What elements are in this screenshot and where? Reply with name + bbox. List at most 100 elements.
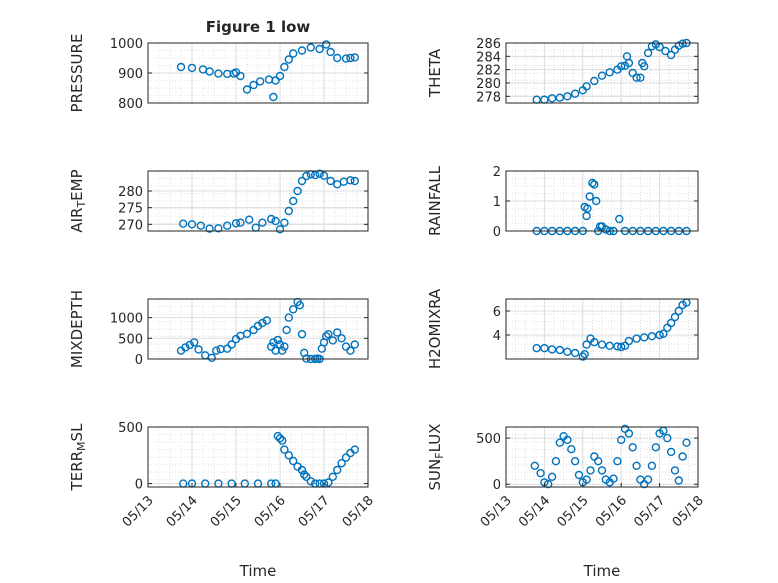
rainfall-ylabel: RAINFALL bbox=[426, 165, 444, 236]
pressure-point bbox=[297, 46, 307, 55]
rainfall-point bbox=[592, 196, 601, 206]
mixdepth-point bbox=[280, 342, 289, 351]
pressure-ytick-label: 800 bbox=[118, 97, 143, 112]
pressure-point bbox=[346, 53, 355, 63]
mixdepth-point bbox=[189, 338, 199, 347]
mixdepth-point bbox=[324, 330, 333, 339]
terr_msl-point bbox=[341, 453, 351, 462]
h2omixra-axes: 4 6 H2OMIXRA bbox=[426, 288, 699, 369]
sun_flux-point bbox=[563, 435, 572, 445]
h2omixra-ytick-label: 6 bbox=[493, 305, 501, 320]
rainfall-point bbox=[588, 178, 597, 188]
air_temp-point bbox=[302, 171, 311, 181]
pressure-axes: 800 900 1000 PRESSURE bbox=[68, 34, 369, 112]
air_temp-point bbox=[289, 196, 298, 206]
mixdepth-axes-box bbox=[147, 298, 369, 360]
sun_flux-point bbox=[551, 457, 561, 466]
terr_msl-xtick-label: 05/15 bbox=[208, 493, 245, 530]
terr_msl-point bbox=[280, 445, 289, 454]
mixdepth-point bbox=[350, 340, 359, 349]
h2omixra-point bbox=[659, 329, 668, 338]
sun_flux-point bbox=[547, 472, 557, 481]
mixdepth-point bbox=[242, 329, 252, 338]
terr_msl-ylabel: TERRMSL bbox=[68, 423, 88, 492]
sun_flux-point bbox=[597, 466, 607, 475]
h2omixra-point bbox=[670, 312, 680, 322]
pressure-point bbox=[326, 47, 335, 57]
theta-point bbox=[643, 48, 653, 58]
h2omixra-point bbox=[640, 333, 649, 342]
terr_msl-xtick-label: 05/16 bbox=[252, 493, 289, 530]
air_temp-point bbox=[346, 176, 355, 185]
h2omixra-point bbox=[532, 344, 541, 353]
mixdepth-point bbox=[333, 328, 342, 337]
terr_msl-xlabel: Time bbox=[239, 562, 277, 580]
terr_msl-xtick-label: 05/13 bbox=[120, 493, 157, 530]
pressure-point bbox=[271, 76, 280, 85]
terr_msl-xtick-label: 05/18 bbox=[340, 493, 377, 530]
pressure-ytick-label: 1000 bbox=[110, 37, 143, 52]
air_temp-point bbox=[350, 176, 359, 186]
pressure-point bbox=[242, 85, 252, 94]
mixdepth-point bbox=[289, 305, 298, 314]
mixdepth-point bbox=[185, 340, 195, 350]
theta-ytick-label: 278 bbox=[476, 90, 501, 105]
h2omixra-point bbox=[674, 306, 683, 316]
h2omixra-point bbox=[624, 336, 634, 346]
air_temp-point bbox=[187, 220, 197, 229]
sun_flux-xtick-label: 05/13 bbox=[478, 493, 515, 530]
h2omixra-point bbox=[666, 318, 676, 328]
sun_flux-point bbox=[643, 475, 653, 484]
terr_msl-point bbox=[300, 470, 309, 479]
mixdepth-point bbox=[297, 330, 307, 339]
h2omixra-point bbox=[563, 347, 572, 356]
air_temp-point bbox=[244, 215, 254, 224]
sun_flux-point bbox=[613, 457, 622, 466]
h2omixra-point bbox=[617, 342, 626, 352]
air_temp-axes-box bbox=[147, 170, 369, 232]
mixdepth-point bbox=[346, 346, 355, 355]
h2omixra-ytick-label: 4 bbox=[493, 329, 501, 344]
terr_msl-point bbox=[337, 459, 346, 468]
theta-point bbox=[547, 94, 557, 103]
sun_flux-point bbox=[574, 470, 584, 480]
sun_flux-ytick-label: 0 bbox=[493, 478, 501, 493]
h2omixra-axes-box bbox=[505, 298, 699, 360]
h2omixra-point bbox=[580, 350, 589, 359]
mixdepth-ytick-label: 1000 bbox=[110, 312, 143, 327]
air_temp-point bbox=[280, 218, 289, 227]
theta-point bbox=[605, 68, 614, 77]
h2omixra-point bbox=[597, 340, 607, 349]
pressure-point bbox=[341, 54, 351, 63]
mixdepth-point bbox=[273, 335, 282, 345]
mixdepth-axes: 0 500 1000 MIXDEPTH bbox=[68, 290, 369, 368]
sun_flux-point bbox=[567, 445, 576, 454]
theta-point bbox=[563, 92, 572, 101]
rainfall-point bbox=[601, 225, 610, 234]
sun_flux-point bbox=[678, 452, 687, 461]
rainfall-point bbox=[590, 180, 599, 189]
sun_flux-point bbox=[586, 466, 595, 475]
theta-point bbox=[582, 82, 591, 91]
sun_flux-point bbox=[555, 438, 564, 447]
air_temp-point bbox=[297, 176, 307, 186]
h2omixra-point bbox=[582, 340, 591, 349]
air_temp-point bbox=[267, 214, 276, 224]
air_temp-point bbox=[293, 186, 302, 196]
rainfall-point bbox=[585, 192, 594, 201]
air_temp-point bbox=[205, 224, 214, 233]
pressure-point bbox=[214, 69, 223, 78]
sun_flux-point bbox=[570, 457, 580, 466]
terr_msl-point bbox=[328, 472, 337, 481]
mixdepth-point bbox=[262, 316, 271, 325]
terr_msl-axes: 0 500 05/13 05/14 05/15 05/16 05/17 05/18 TERRMS… bbox=[68, 421, 377, 580]
theta-axes-box bbox=[505, 42, 699, 104]
pressure-point bbox=[236, 71, 245, 81]
theta-point bbox=[570, 89, 580, 98]
pressure-point bbox=[315, 44, 324, 54]
air_temp-point bbox=[271, 216, 280, 226]
terr_msl-point bbox=[289, 456, 298, 466]
air_temp-point bbox=[178, 219, 188, 228]
terr_msl-point bbox=[333, 465, 342, 475]
